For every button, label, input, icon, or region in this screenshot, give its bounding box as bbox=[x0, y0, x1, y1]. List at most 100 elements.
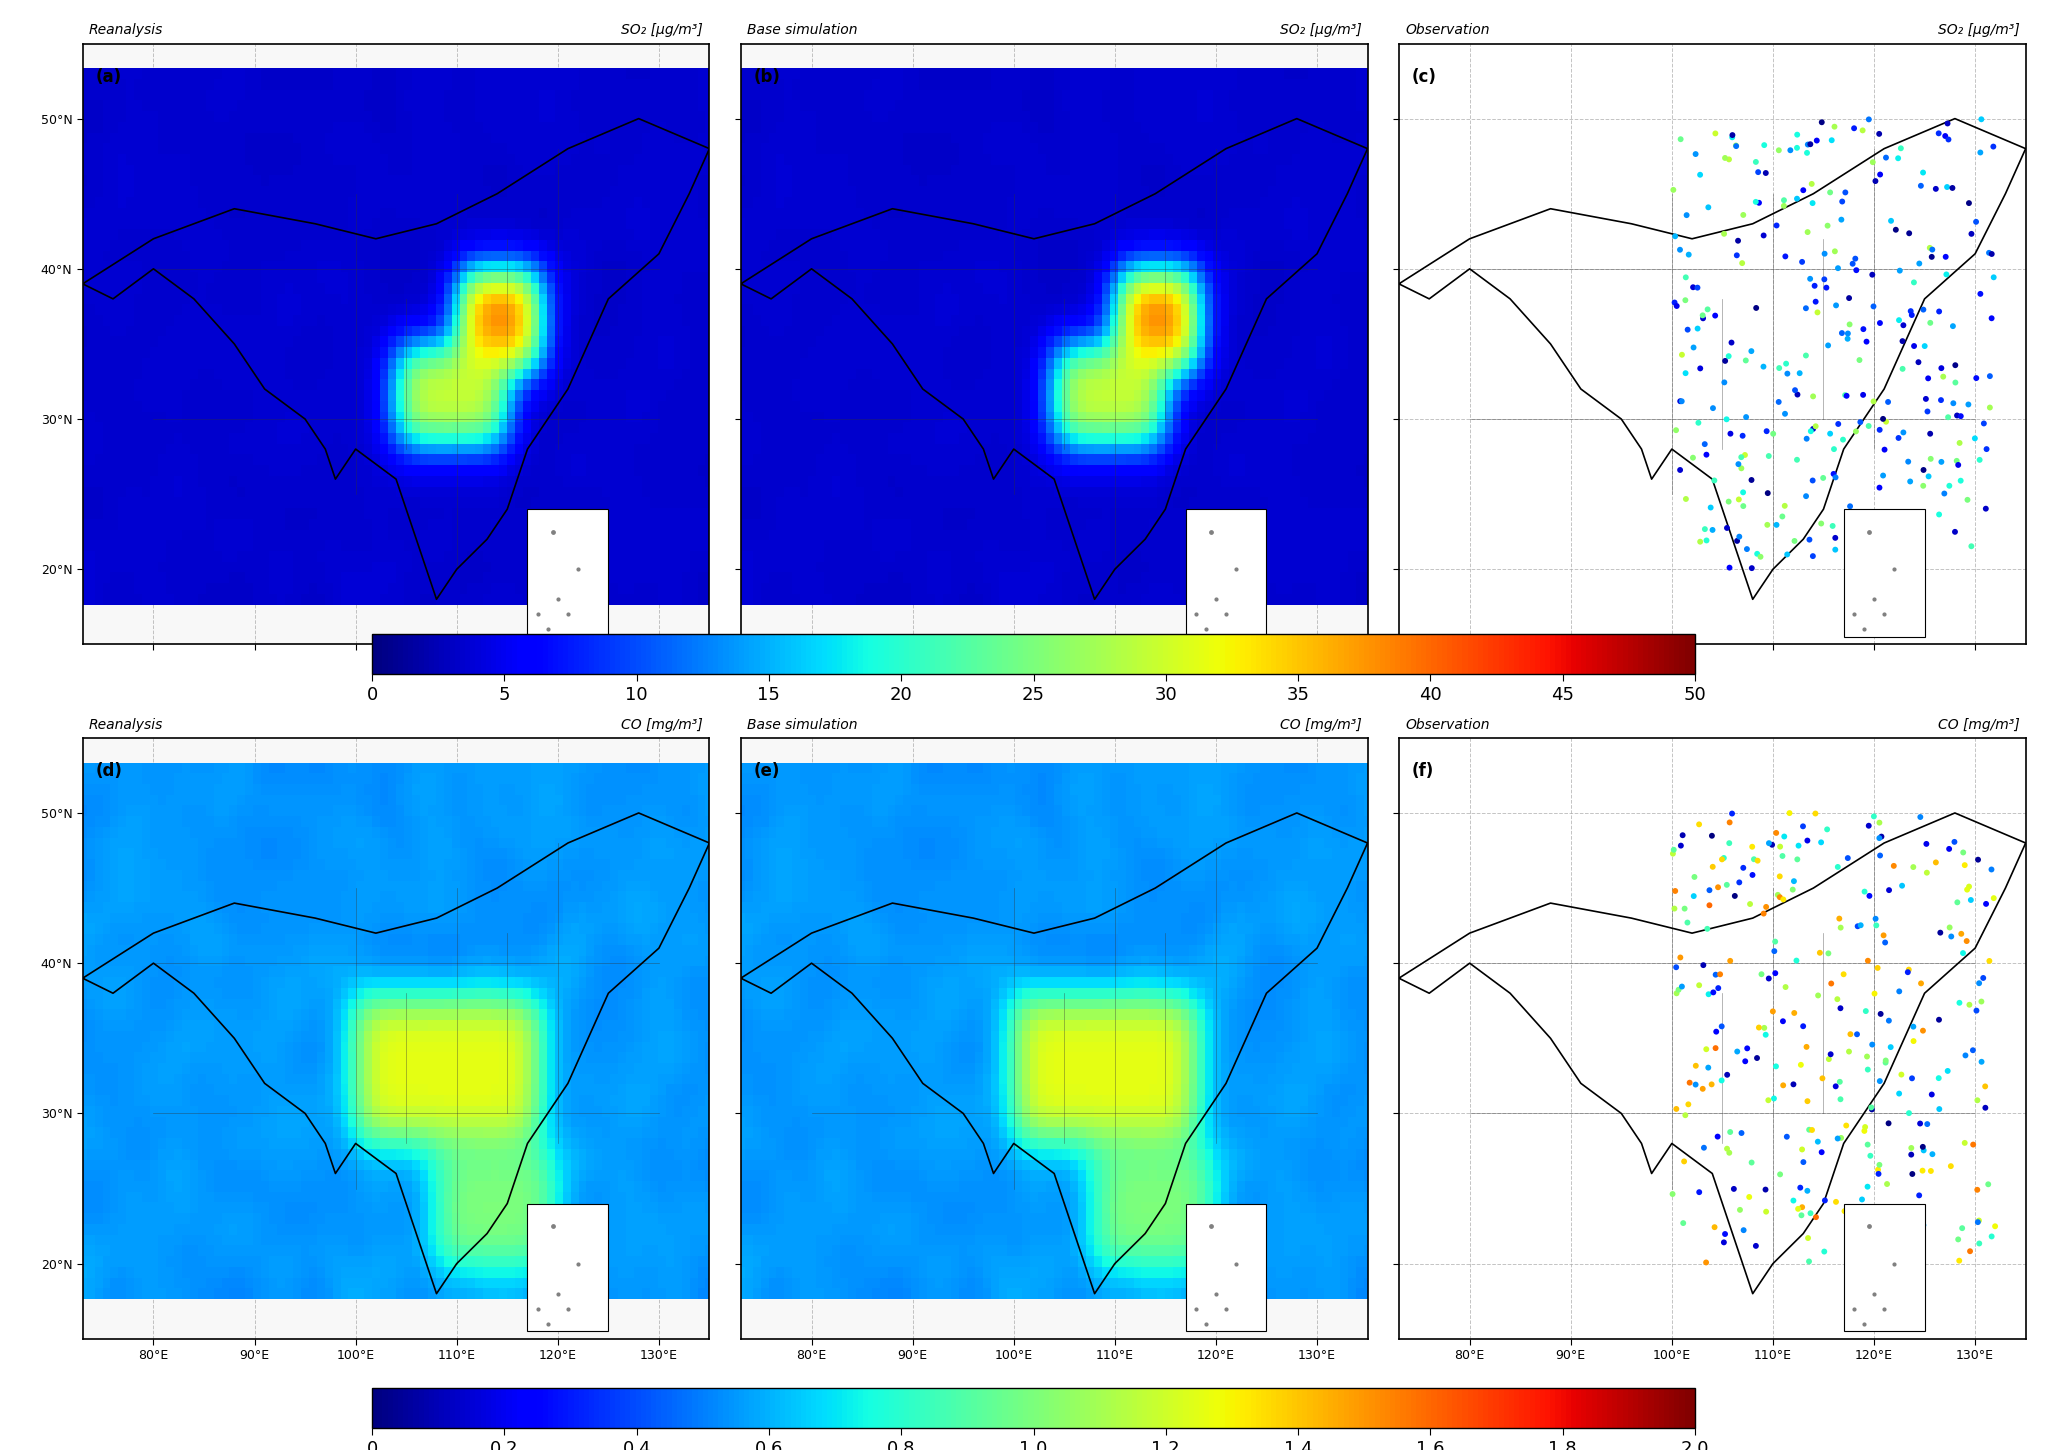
Point bbox=[1912, 465, 1945, 489]
Point bbox=[1858, 908, 1891, 931]
Point bbox=[1664, 945, 1697, 969]
Point bbox=[1902, 351, 1935, 374]
Point bbox=[1709, 407, 1742, 431]
Point bbox=[1924, 389, 1957, 412]
Point bbox=[1800, 1205, 1833, 1228]
Text: (e): (e) bbox=[752, 761, 779, 780]
Point bbox=[1914, 236, 1947, 260]
Point bbox=[1906, 1159, 1939, 1182]
Point bbox=[1840, 258, 1873, 281]
Point bbox=[1658, 291, 1691, 315]
Point bbox=[1699, 1037, 1732, 1060]
Point bbox=[1668, 1103, 1701, 1127]
Point bbox=[1811, 215, 1844, 238]
Point bbox=[1792, 133, 1825, 157]
Point bbox=[1835, 252, 1869, 276]
Bar bbox=[1844, 1204, 1924, 1331]
Point bbox=[1862, 1163, 1895, 1186]
Point bbox=[1730, 406, 1763, 429]
Point bbox=[1678, 866, 1711, 889]
Point bbox=[1815, 972, 1848, 995]
Point bbox=[1904, 252, 1937, 276]
Point bbox=[1941, 890, 1974, 914]
Point bbox=[1720, 244, 1753, 267]
Point bbox=[1947, 941, 1980, 964]
Point bbox=[1891, 960, 1924, 983]
Point bbox=[1823, 908, 1856, 931]
Point bbox=[1707, 371, 1740, 394]
Point bbox=[1790, 829, 1823, 853]
Point bbox=[1687, 1137, 1720, 1160]
Point bbox=[1962, 1211, 1995, 1234]
Point bbox=[1776, 879, 1809, 902]
Point bbox=[1895, 1067, 1929, 1090]
Point bbox=[1869, 410, 1902, 434]
Point bbox=[1757, 1000, 1790, 1024]
Point bbox=[1714, 1121, 1747, 1144]
Point bbox=[1848, 618, 1881, 641]
Point bbox=[1827, 1199, 1860, 1222]
Point bbox=[1720, 1040, 1753, 1063]
Point bbox=[1809, 1240, 1842, 1263]
Point bbox=[1922, 300, 1955, 323]
Point bbox=[1935, 1154, 1968, 1177]
Point bbox=[1767, 825, 1800, 848]
Point bbox=[1848, 880, 1881, 903]
Point bbox=[1753, 831, 1786, 854]
Point bbox=[1951, 393, 1984, 416]
Text: Base simulation: Base simulation bbox=[746, 23, 858, 38]
Point bbox=[1786, 1196, 1819, 1219]
Point bbox=[1726, 494, 1759, 518]
Point bbox=[1854, 1209, 1887, 1232]
Point bbox=[1792, 220, 1825, 244]
Point bbox=[1869, 603, 1902, 626]
Point bbox=[1966, 107, 1999, 130]
Point bbox=[1848, 1312, 1881, 1335]
Point bbox=[1854, 557, 1887, 580]
Point bbox=[1887, 551, 1920, 574]
Point bbox=[1881, 426, 1914, 450]
Point bbox=[1860, 914, 1893, 937]
Point bbox=[1869, 1298, 1902, 1321]
Point bbox=[1852, 1058, 1885, 1082]
Point bbox=[1852, 950, 1885, 973]
Point bbox=[1821, 257, 1854, 280]
Point bbox=[1966, 990, 1999, 1014]
Point bbox=[1780, 136, 1813, 160]
Point bbox=[1740, 850, 1773, 873]
Point bbox=[1970, 497, 2003, 521]
Point bbox=[1711, 345, 1745, 368]
Point bbox=[1773, 802, 1807, 825]
Point bbox=[1763, 390, 1796, 413]
Point bbox=[1924, 921, 1957, 944]
Point bbox=[1844, 914, 1877, 937]
Point bbox=[1848, 1119, 1881, 1143]
Point bbox=[1922, 1008, 1955, 1031]
Point bbox=[1670, 487, 1703, 510]
Point bbox=[1664, 128, 1697, 151]
Point bbox=[1804, 512, 1838, 535]
Text: (c): (c) bbox=[1412, 68, 1437, 86]
Point bbox=[1693, 983, 1726, 1006]
Point bbox=[1951, 879, 1984, 902]
Point bbox=[1867, 924, 1900, 947]
Point bbox=[1867, 407, 1900, 431]
Point bbox=[1955, 535, 1988, 558]
Point bbox=[1790, 297, 1823, 320]
Point bbox=[1759, 821, 1792, 844]
Point bbox=[1825, 1127, 1858, 1150]
Point bbox=[531, 618, 564, 641]
Point bbox=[1740, 296, 1773, 319]
Point bbox=[1660, 956, 1693, 979]
Point bbox=[1709, 873, 1742, 896]
Point bbox=[1782, 848, 1815, 871]
Point bbox=[1662, 979, 1695, 1002]
Point bbox=[1858, 170, 1891, 193]
Point bbox=[1666, 974, 1699, 998]
Point bbox=[1821, 987, 1854, 1011]
Point bbox=[1945, 405, 1978, 428]
Text: SO₂ [μg/m³]: SO₂ [μg/m³] bbox=[1937, 23, 2019, 38]
Point bbox=[1885, 329, 1918, 352]
Point bbox=[1920, 177, 1953, 200]
Point bbox=[531, 1312, 564, 1335]
